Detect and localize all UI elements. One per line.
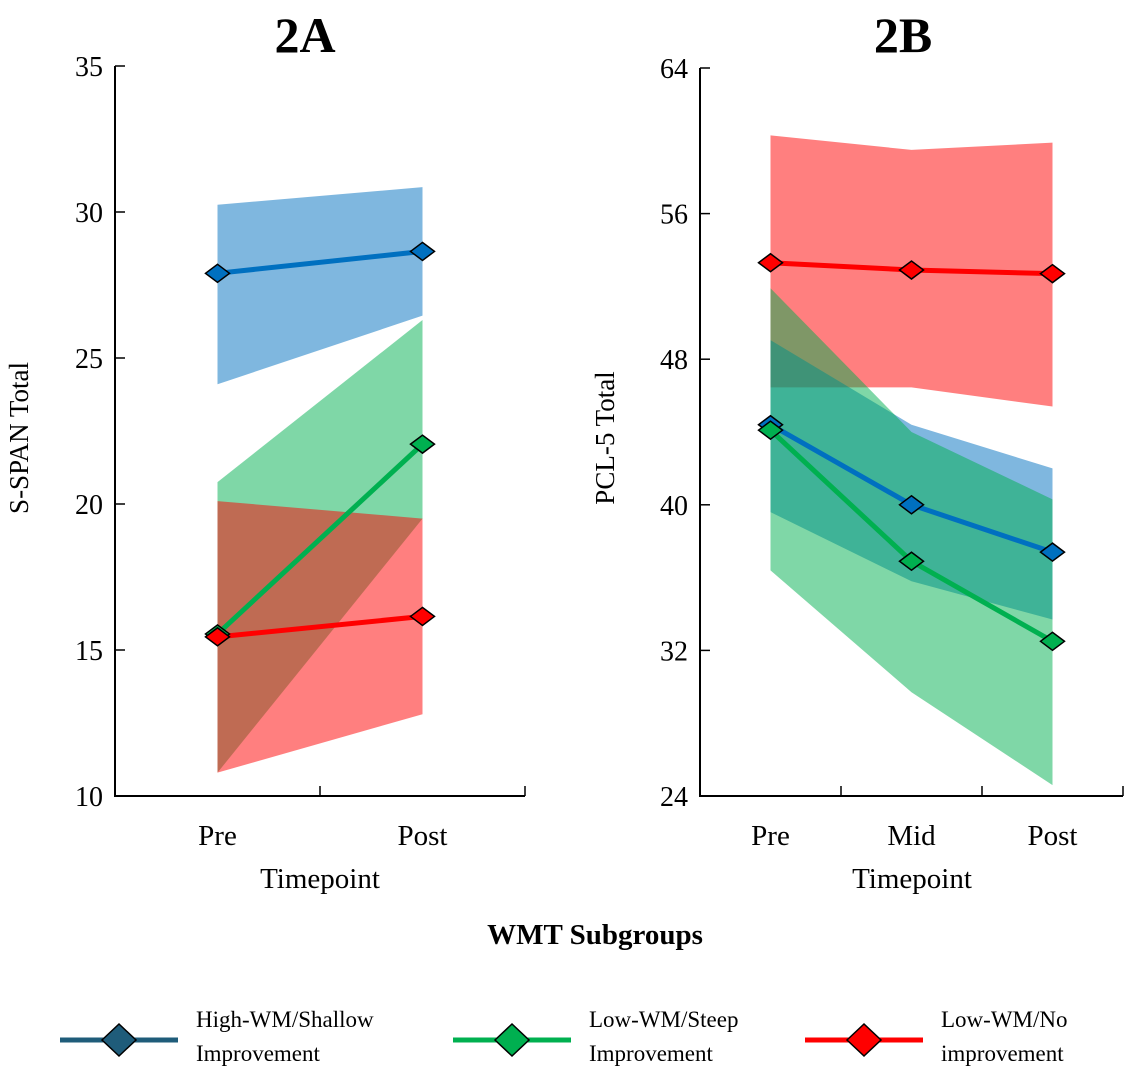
legend: High-WM/Shallow Improvement Low-WM/Steep Im… <box>60 1007 1067 1066</box>
legend-marker-none <box>845 1022 883 1058</box>
data-point-none <box>409 606 436 627</box>
data-point-high <box>898 494 925 515</box>
y-tick-label: 30 <box>75 198 103 229</box>
series-line-steep <box>215 442 425 636</box>
data-point-none <box>898 260 925 280</box>
x-tick-label: Pre <box>751 820 790 852</box>
legend-label-none: improvement <box>941 1041 1064 1066</box>
legend-marker-steep <box>493 1022 531 1058</box>
ci-band-steep <box>770 288 1053 786</box>
y-tick-label: 48 <box>660 345 688 376</box>
data-point-steep <box>1039 631 1066 652</box>
y-tick-label: 24 <box>660 782 688 813</box>
ci-band-none <box>217 501 423 773</box>
x-tick-label: Post <box>1028 820 1078 852</box>
y-tick-label: 40 <box>660 491 688 522</box>
y-tick-label: 35 <box>75 52 103 83</box>
series-line-high <box>217 248 423 276</box>
data-point-steep <box>898 551 925 572</box>
data-point-steep <box>757 420 784 441</box>
panel-title-2a: 2A <box>274 7 335 63</box>
y-tick-label: 15 <box>75 636 103 667</box>
y-tick-label: 32 <box>660 636 688 667</box>
data-point-high <box>204 263 231 284</box>
series-line-none <box>217 613 423 640</box>
legend-label-steep: Low-WM/Steep <box>589 1007 738 1032</box>
x-tick-label: Post <box>398 820 448 852</box>
data-point-high <box>1039 542 1066 563</box>
legend-label-steep: Improvement <box>589 1041 714 1066</box>
x-tick-label: Pre <box>198 820 237 852</box>
x-tick-label: Mid <box>887 820 936 852</box>
y-tick-label: 20 <box>75 490 103 521</box>
data-point-none <box>757 252 784 273</box>
x-axis-label-2b: Timepoint <box>852 863 972 895</box>
y-tick-label: 64 <box>660 54 688 85</box>
data-point-high <box>409 241 436 262</box>
legend-label-high: Improvement <box>196 1041 321 1066</box>
legend-marker-high <box>100 1022 138 1058</box>
ci-band-high <box>217 187 423 385</box>
data-point-none <box>1039 263 1066 284</box>
legend-label-none: Low-WM/No <box>941 1007 1067 1032</box>
x-axis-label-2a: Timepoint <box>260 863 380 895</box>
panel-title-2b: 2B <box>874 7 932 63</box>
panel-2b: 2B PCL-5 Total Timepoint 24 32 40 48 56 64 Pre… <box>590 7 1124 895</box>
legend-title: WMT Subgroups <box>487 919 703 951</box>
y-tick-label: 10 <box>75 782 103 813</box>
y-tick-label: 56 <box>660 200 688 231</box>
y-tick-label: 25 <box>75 344 103 375</box>
legend-label-high: High-WM/Shallow <box>196 1007 374 1032</box>
data-point-steep <box>409 434 436 455</box>
y-axis-label-2b: PCL-5 Total <box>590 371 620 504</box>
y-axis-label-2a: S-SPAN Total <box>4 362 34 514</box>
panel-2a: 2A S-SPAN Total Timepoint 10 15 20 25 30 35 Pr… <box>4 7 526 895</box>
data-point-none <box>204 626 231 647</box>
